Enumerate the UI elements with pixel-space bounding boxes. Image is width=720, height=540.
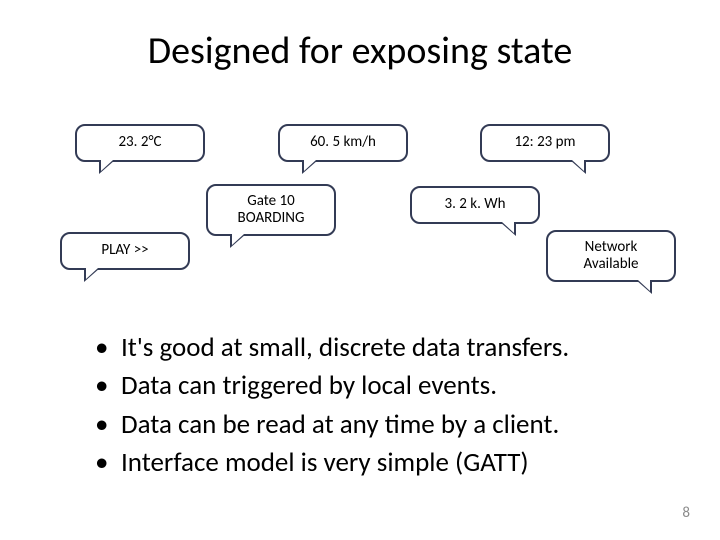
bubble-time: 12: 23 pm — [480, 124, 610, 162]
bubble-speed: 60. 5 km/h — [278, 124, 408, 162]
bubble-tail — [84, 268, 100, 282]
bubble-tail — [99, 160, 115, 174]
bubbles-area: 23. 2°C 60. 5 km/h 12: 23 pm Gate 10 BOARDI… — [40, 124, 680, 304]
bubble-temp: 23. 2°C — [75, 124, 205, 162]
bubble-tail — [230, 234, 246, 248]
bubble-network: Network Available — [546, 230, 676, 282]
bubble-tail — [570, 160, 586, 174]
bubble-gate: Gate 10 BOARDING — [206, 184, 336, 236]
bullet-item: Interface model is very simple (GATT) — [95, 445, 680, 481]
bubble-tail — [636, 280, 652, 294]
bubble-time-label: 12: 23 pm — [514, 134, 575, 151]
bubble-play: PLAY >> — [60, 232, 190, 270]
bullet-item: Data can be read at any time by a client… — [95, 407, 680, 443]
bullet-item: Data can triggered by local events. — [95, 368, 680, 404]
bubble-speed-label: 60. 5 km/h — [310, 134, 376, 151]
bubble-tail — [500, 222, 516, 236]
bubble-temp-label: 23. 2°C — [118, 134, 161, 151]
bubble-network-label: Network Available — [584, 239, 639, 274]
bubble-tail — [302, 160, 318, 174]
bubble-gate-label: Gate 10 BOARDING — [238, 193, 305, 228]
bullet-list: It's good at small, discrete data transf… — [40, 330, 680, 482]
bubble-energy-label: 3. 2 k. Wh — [445, 196, 506, 213]
slide-title: Designed for exposing state — [40, 28, 680, 74]
slide: Designed for exposing state 23. 2°C 60. 5… — [0, 0, 720, 540]
bubble-energy: 3. 2 k. Wh — [410, 186, 540, 224]
page-number: 8 — [682, 504, 690, 522]
bubble-play-label: PLAY >> — [101, 242, 148, 259]
bullet-item: It's good at small, discrete data transf… — [95, 330, 680, 366]
